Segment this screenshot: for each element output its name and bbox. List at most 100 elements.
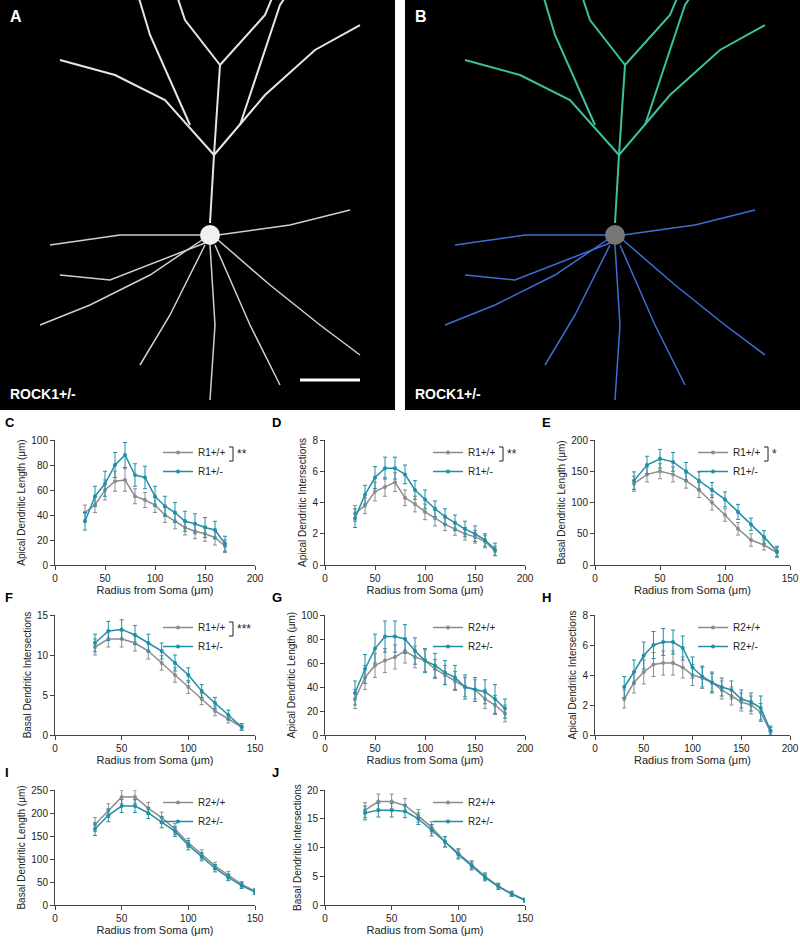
svg-text:100: 100 (180, 913, 197, 924)
svg-text:Radius from Soma (μm): Radius from Soma (μm) (634, 754, 751, 766)
svg-text:**: ** (237, 447, 247, 461)
svg-text:**: ** (507, 447, 517, 461)
svg-text:8: 8 (312, 435, 318, 446)
svg-text:F: F (5, 590, 13, 605)
svg-text:D: D (272, 415, 281, 430)
svg-text:R2+/+: R2+/+ (468, 797, 495, 808)
svg-text:60: 60 (307, 658, 319, 669)
svg-text:100: 100 (301, 610, 318, 621)
svg-text:Apical Dendritic Intersections: Apical Dendritic Intersections (567, 611, 578, 740)
svg-text:100: 100 (417, 743, 434, 754)
svg-text:5: 5 (312, 871, 318, 882)
svg-text:ROCK1+/-: ROCK1+/- (415, 386, 481, 402)
svg-text:Basal Dendritic Length (μm): Basal Dendritic Length (μm) (556, 440, 567, 564)
svg-text:15: 15 (307, 813, 319, 824)
svg-text:200: 200 (247, 573, 264, 584)
svg-text:150: 150 (733, 743, 750, 754)
svg-text:50: 50 (577, 528, 589, 539)
svg-text:10: 10 (37, 650, 49, 661)
svg-text:0: 0 (592, 573, 598, 584)
svg-text:0: 0 (42, 730, 48, 741)
svg-text:R2+/-: R2+/- (468, 641, 493, 652)
svg-text:4: 4 (312, 497, 318, 508)
svg-text:20: 20 (37, 535, 49, 546)
svg-text:J: J (272, 765, 279, 780)
svg-text:0: 0 (312, 730, 318, 741)
svg-text:***: *** (237, 622, 251, 636)
svg-text:0: 0 (322, 743, 328, 754)
svg-text:150: 150 (31, 831, 48, 842)
svg-text:B: B (415, 8, 427, 25)
svg-text:50: 50 (37, 877, 49, 888)
svg-text:R2+/-: R2+/- (733, 641, 758, 652)
svg-text:50: 50 (116, 743, 128, 754)
svg-text:8: 8 (582, 610, 588, 621)
svg-text:0: 0 (582, 560, 588, 571)
svg-text:0: 0 (52, 743, 58, 754)
svg-text:Apical Dendritic Length (μm): Apical Dendritic Length (μm) (16, 439, 27, 565)
svg-text:Radius from Soma (μm): Radius from Soma (μm) (367, 584, 484, 596)
svg-text:R1+/-: R1+/- (198, 641, 223, 652)
svg-text:0: 0 (42, 900, 48, 911)
svg-text:0: 0 (52, 913, 58, 924)
svg-text:Apical Dendritic Intersections: Apical Dendritic Intersections (297, 438, 308, 567)
svg-text:R2+/-: R2+/- (198, 816, 223, 827)
svg-text:R2+/-: R2+/- (468, 816, 493, 827)
svg-text:A: A (10, 8, 22, 25)
svg-text:150: 150 (517, 913, 534, 924)
svg-text:0: 0 (582, 730, 588, 741)
svg-text:200: 200 (31, 808, 48, 819)
svg-text:100: 100 (417, 573, 434, 584)
svg-text:100: 100 (180, 743, 197, 754)
svg-text:10: 10 (307, 842, 319, 853)
svg-text:*: * (772, 447, 777, 461)
svg-text:200: 200 (571, 435, 588, 446)
svg-text:R1+/-: R1+/- (198, 466, 223, 477)
svg-text:150: 150 (571, 466, 588, 477)
svg-text:2: 2 (582, 700, 588, 711)
svg-text:100: 100 (147, 573, 164, 584)
svg-text:100: 100 (684, 743, 701, 754)
svg-text:50: 50 (369, 573, 381, 584)
svg-text:150: 150 (467, 743, 484, 754)
svg-text:50: 50 (638, 743, 650, 754)
svg-text:150: 150 (247, 913, 264, 924)
svg-text:0: 0 (312, 900, 318, 911)
svg-text:Radius from Soma (μm): Radius from Soma (μm) (97, 754, 214, 766)
svg-text:0: 0 (322, 573, 328, 584)
svg-text:50: 50 (369, 743, 381, 754)
svg-text:0: 0 (52, 573, 58, 584)
svg-text:2: 2 (312, 528, 318, 539)
svg-text:50: 50 (386, 913, 398, 924)
svg-text:Radius from Soma (μm): Radius from Soma (μm) (367, 754, 484, 766)
svg-text:R2+/+: R2+/+ (468, 622, 495, 633)
svg-text:6: 6 (582, 640, 588, 651)
svg-text:Basal Dendritic Length (μm): Basal Dendritic Length (μm) (16, 785, 27, 909)
svg-text:100: 100 (31, 435, 48, 446)
svg-text:40: 40 (307, 682, 319, 693)
svg-text:Radius from Soma (μm): Radius from Soma (μm) (367, 924, 484, 936)
svg-text:Basal Dendritic Intersections: Basal Dendritic Intersections (22, 612, 33, 739)
svg-text:150: 150 (467, 573, 484, 584)
svg-text:15: 15 (37, 610, 49, 621)
svg-text:100: 100 (31, 854, 48, 865)
svg-text:Radius from Soma (μm): Radius from Soma (μm) (97, 924, 214, 936)
svg-text:E: E (542, 415, 551, 430)
svg-text:6: 6 (312, 466, 318, 477)
svg-text:0: 0 (592, 743, 598, 754)
svg-text:G: G (272, 590, 282, 605)
svg-text:R1+/+: R1+/+ (468, 447, 495, 458)
svg-text:20: 20 (307, 706, 319, 717)
svg-text:R2+/+: R2+/+ (733, 622, 760, 633)
svg-text:50: 50 (654, 573, 666, 584)
svg-text:250: 250 (31, 785, 48, 796)
svg-text:50: 50 (99, 573, 111, 584)
svg-text:Radius from Soma (μm): Radius from Soma (μm) (634, 584, 751, 596)
svg-text:200: 200 (517, 743, 534, 754)
svg-text:Basal Dendritic Intersections: Basal Dendritic Intersections (292, 784, 303, 911)
svg-text:R2+/+: R2+/+ (198, 797, 225, 808)
svg-text:Radius from Soma (μm): Radius from Soma (μm) (97, 584, 214, 596)
svg-text:5: 5 (42, 690, 48, 701)
svg-text:100: 100 (450, 913, 467, 924)
svg-text:R1+/+: R1+/+ (733, 447, 760, 458)
